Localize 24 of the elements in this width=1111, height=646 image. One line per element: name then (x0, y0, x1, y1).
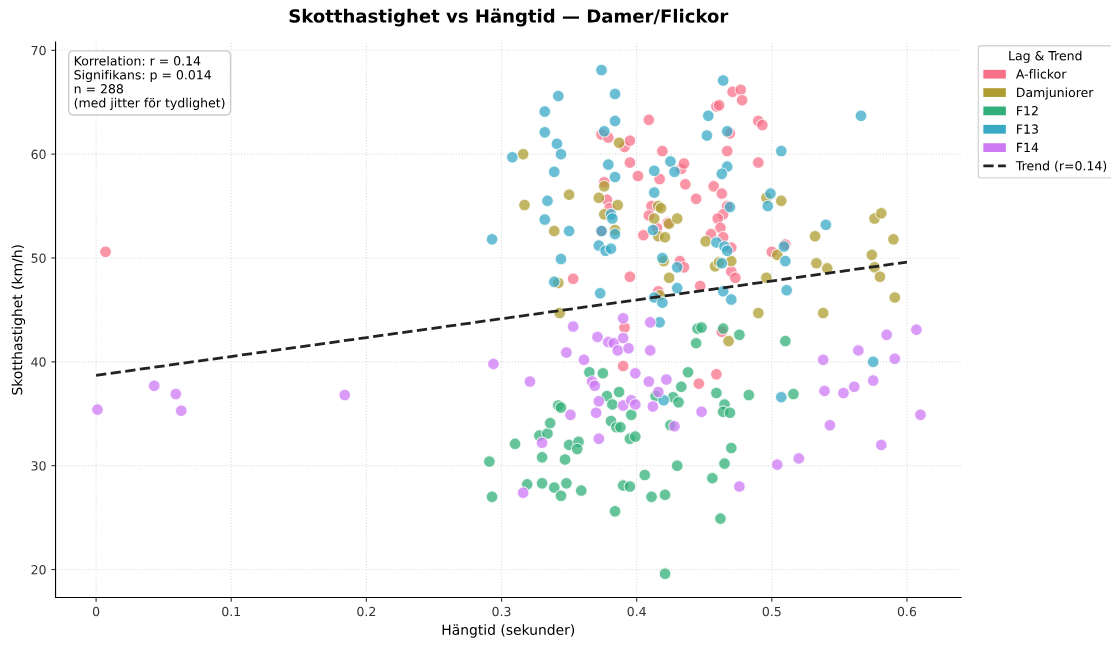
legend-label: F12 (1017, 106, 1038, 116)
y-tick-label: 50 (31, 253, 46, 263)
y-tick-label: 40 (31, 357, 46, 367)
x-tick-label: 0 (92, 606, 100, 617)
annotation: Korrelation: r = 0.14 Signifikans: p = 0.014 n = 288 (med jitter för tydlighet) (74, 55, 225, 110)
legend-label: F14 (1017, 142, 1039, 152)
x-tick-label: 0.3 (492, 606, 511, 617)
legend-title: Lag & Trend (1009, 50, 1082, 63)
y-tick-label: 30 (31, 461, 46, 471)
legend-label: Damjuniorer (1017, 87, 1094, 100)
legend-label: F13 (1017, 124, 1038, 134)
x-tick-label: 0.4 (627, 606, 646, 617)
y-tick-label: 60 (31, 149, 46, 160)
x-tick-label: 0.1 (222, 606, 241, 617)
y-axis-title: Skotthastighet (km/h) (11, 245, 26, 395)
x-tick-label: 0.2 (357, 606, 376, 617)
legend-label: A-flickor (1015, 69, 1067, 79)
legend-label: Trend (r=0.14) (1015, 160, 1107, 172)
y-tick-label: 70 (31, 45, 46, 56)
x-tick-label: 0.5 (762, 606, 781, 617)
x-axis-title: Hängtid (sekunder) (442, 624, 575, 638)
y-tick-label: 20 (31, 564, 46, 575)
chart-title: Skotthastighet vs Hängtid — Damer/Flickor (289, 8, 729, 27)
x-tick-label: 0.6 (897, 606, 917, 617)
